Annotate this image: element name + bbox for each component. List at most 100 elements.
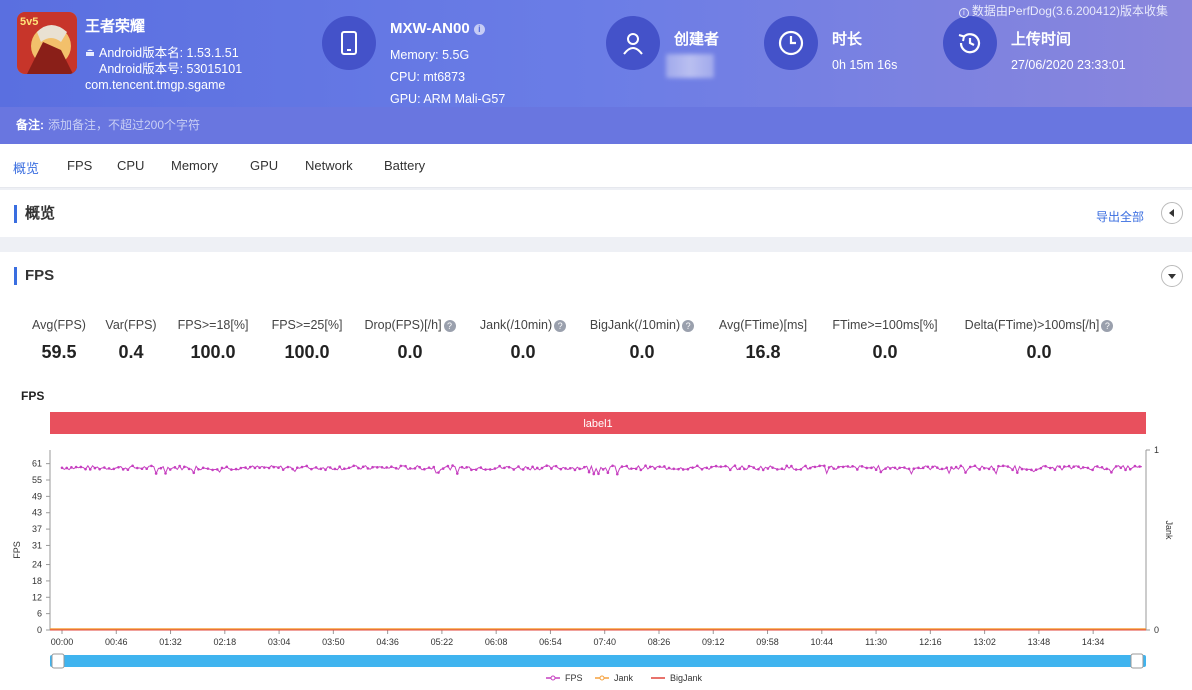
fps-point <box>201 466 205 470</box>
fps-point <box>286 465 290 469</box>
fps-point <box>328 466 332 469</box>
fps-point <box>940 467 944 471</box>
stat-value: 0.0 <box>629 342 655 362</box>
fps-point <box>1086 466 1090 470</box>
chart-title: FPS <box>21 389 44 403</box>
stat-fps-ge-25: FPS>=25[%] 100.0 <box>267 318 347 363</box>
stat-drop-fps: Drop(FPS)[/h]? 0.0 <box>360 318 460 363</box>
fps-point <box>644 464 647 467</box>
fps-point <box>1095 465 1099 468</box>
stat-label: BigJank(/10min) <box>589 318 681 332</box>
tab-bar: 概览 FPS CPU Memory GPU Network Battery <box>0 144 1192 188</box>
fps-point <box>620 465 624 468</box>
fps-point <box>743 467 746 471</box>
fps-point <box>964 471 967 474</box>
fps-point <box>615 472 619 476</box>
fps-point <box>300 465 304 469</box>
stat-value: 0.0 <box>872 342 898 362</box>
tab-fps[interactable]: FPS <box>67 158 93 173</box>
fps-point <box>333 467 337 471</box>
fps-point <box>917 466 920 470</box>
stat-ftime-ge-100: FTime>=100ms[%] 0.0 <box>828 318 942 363</box>
tab-battery[interactable]: Battery <box>384 158 426 173</box>
fps-point <box>225 465 229 469</box>
fps-point <box>1001 464 1005 468</box>
x-tick-label: 04:36 <box>376 637 399 647</box>
info-icon[interactable]: i <box>473 24 485 35</box>
fps-point <box>997 464 1000 468</box>
overview-section: 概览 导出全部 <box>0 190 1192 237</box>
legend-item-bigjank[interactable]: BigJank <box>651 673 703 683</box>
fps-point <box>578 467 581 471</box>
help-icon[interactable]: ? <box>682 320 695 332</box>
device-cpu: CPU: mt6873 <box>390 70 466 84</box>
remark-input[interactable]: 添加备注，不超过200个字符 <box>48 118 201 132</box>
help-icon[interactable]: ? <box>443 320 456 332</box>
fps-point <box>248 465 252 469</box>
slider-handle-right[interactable] <box>1130 653 1144 669</box>
fps-point <box>84 467 87 471</box>
fps-point <box>926 465 930 469</box>
tab-overview[interactable]: 概览 <box>13 161 40 176</box>
x-tick-label: 06:54 <box>539 637 562 647</box>
fps-point <box>140 467 144 471</box>
fps-point <box>357 466 360 470</box>
fps-point <box>88 468 92 471</box>
fps-point <box>206 467 210 470</box>
fps-point <box>1015 471 1019 474</box>
fps-point <box>1124 468 1127 472</box>
fps-point <box>314 466 318 469</box>
legend-item-jank[interactable]: Jank <box>595 673 634 683</box>
duration-icon-circle <box>764 16 818 70</box>
slider-handle-left[interactable] <box>51 653 65 669</box>
fps-point <box>455 472 459 475</box>
fps-point <box>879 470 883 474</box>
remark-bar[interactable]: 备注: 添加备注，不超过200个字符 <box>0 107 1192 144</box>
fps-point <box>446 464 450 468</box>
device-memory: Memory: 5.5G <box>390 48 470 62</box>
export-all-link[interactable]: 导出全部 <box>1095 210 1144 224</box>
fps-point <box>531 465 534 469</box>
fps-point <box>244 466 247 469</box>
fps-point <box>677 467 680 471</box>
fps-point <box>686 467 690 471</box>
triangle-down-icon <box>1168 274 1176 279</box>
fps-point <box>526 466 530 470</box>
stat-label: FPS>=18[%] <box>177 318 249 332</box>
tab-memory[interactable]: Memory <box>171 158 218 173</box>
fps-point <box>945 466 949 469</box>
fps-chart[interactable]: FPS label1 0 6 12 18 24 31 37 43 49 55 61 0 1 00:00… <box>0 386 1192 686</box>
collapse-left-button[interactable] <box>1161 202 1183 224</box>
stat-label: FPS>=25[%] <box>271 318 343 332</box>
fps-point <box>785 464 789 468</box>
fps-point <box>860 465 864 468</box>
fps-point <box>535 466 539 470</box>
help-icon[interactable]: ? <box>554 320 567 332</box>
fps-point <box>366 467 370 470</box>
tab-gpu[interactable]: GPU <box>250 158 279 173</box>
stat-label-row: Delta(FTime)>100ms[/h]? <box>958 318 1120 332</box>
stat-value: 100.0 <box>284 342 330 362</box>
fps-point <box>564 467 567 470</box>
y-axis-label-left: FPS <box>12 541 22 559</box>
help-icon[interactable]: ? <box>1101 320 1114 332</box>
fps-point <box>978 468 981 471</box>
time-range-slider[interactable] <box>50 655 1146 667</box>
tab-cpu[interactable]: CPU <box>117 158 145 173</box>
fps-point <box>418 465 421 469</box>
fps-point <box>295 466 299 469</box>
label-band[interactable] <box>50 412 1146 434</box>
stat-label: Delta(FTime)>100ms[/h] <box>964 318 1100 332</box>
device-icon-circle <box>322 16 376 70</box>
legend-item-fps[interactable]: FPS <box>546 673 583 683</box>
fps-point <box>408 467 412 470</box>
y-tick-label-left: 55 <box>32 475 42 485</box>
fps-point <box>870 466 873 470</box>
fps-point <box>681 468 685 471</box>
fps-point <box>705 466 709 470</box>
collapse-down-button[interactable] <box>1161 265 1183 287</box>
stat-var-fps: Var(FPS) 0.4 <box>103 318 159 363</box>
phone-icon <box>341 31 357 55</box>
fps-point <box>211 468 214 472</box>
tab-network[interactable]: Network <box>305 158 353 173</box>
